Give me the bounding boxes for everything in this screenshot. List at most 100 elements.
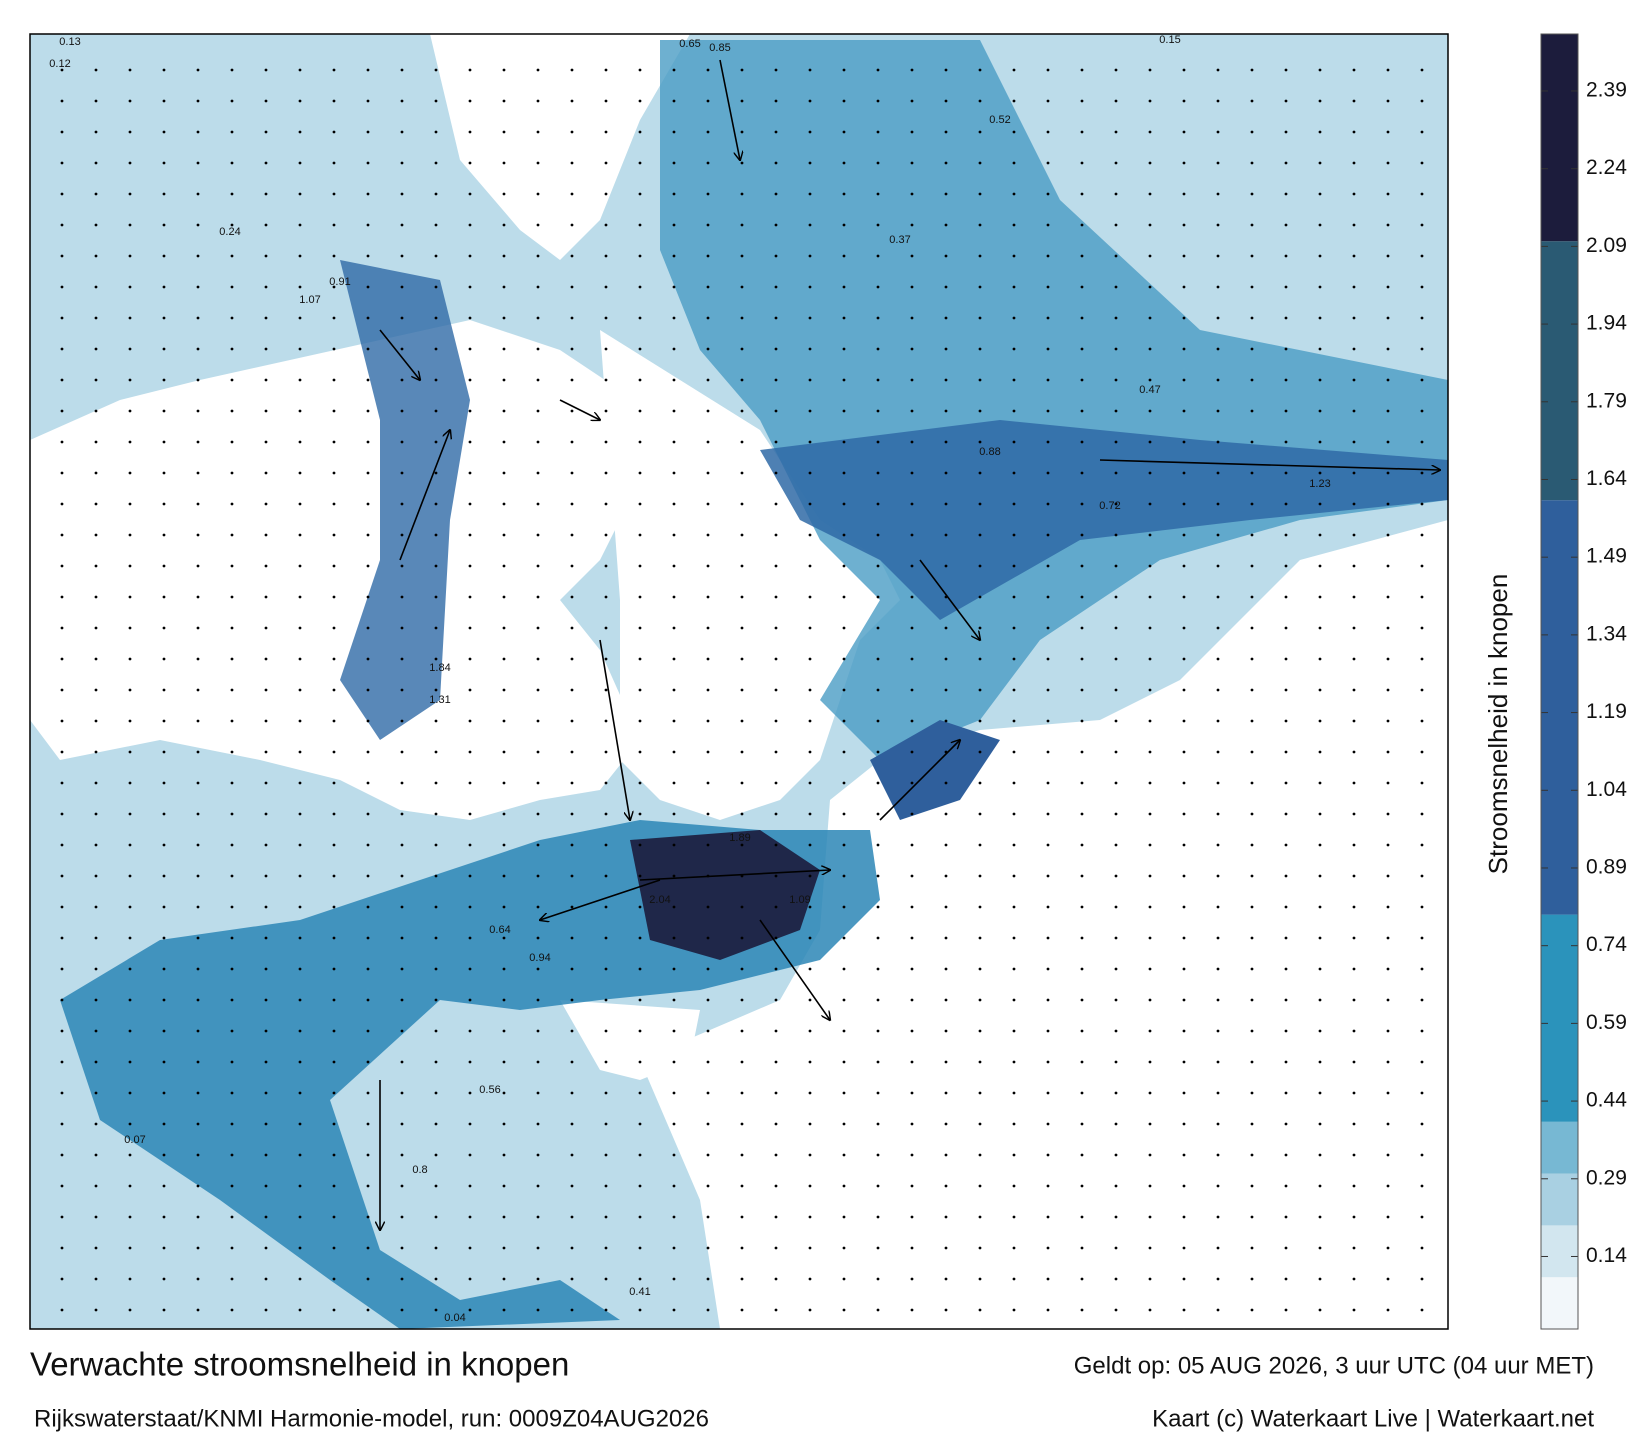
grid-dot [1046,440,1050,444]
grid-dot [230,68,234,72]
grid-dot [1046,719,1050,723]
grid-dot [536,1308,540,1312]
grid-dot [434,626,438,630]
grid-dot [978,595,982,599]
grid-dot [842,347,846,351]
grid-dot [638,471,642,475]
grid-dot [298,68,302,72]
grid-dot [1046,502,1050,506]
speed-label: 0.85 [709,42,730,54]
grid-dot [1420,781,1424,785]
grid-dot [1386,874,1390,878]
grid-dot [774,936,778,940]
grid-dot [1216,285,1220,289]
grid-dot [264,905,268,909]
grid-dot [60,502,64,506]
grid-dot [1012,409,1016,413]
grid-dot [162,843,166,847]
grid-dot [774,812,778,816]
grid-dot [638,750,642,754]
grid-dot [298,502,302,506]
grid-dot [842,657,846,661]
grid-dot [672,99,676,103]
grid-dot [332,1246,336,1250]
grid-dot [1080,967,1084,971]
grid-dot [1080,502,1084,506]
grid-dot [1386,285,1390,289]
grid-dot [434,688,438,692]
grid-dot [808,1153,812,1157]
grid-dot [332,99,336,103]
grid-dot [1216,502,1220,506]
grid-dot [944,874,948,878]
grid-dot [162,409,166,413]
grid-dot [740,99,744,103]
grid-dot [162,688,166,692]
grid-dot [944,1277,948,1281]
grid-dot [332,68,336,72]
grid-dot [230,750,234,754]
grid-dot [162,719,166,723]
grid-dot [740,595,744,599]
grid-dot [332,905,336,909]
grid-dot [128,1277,132,1281]
grid-dot [468,1029,472,1033]
grid-dot [502,843,506,847]
grid-dot [536,316,540,320]
current-arrow [879,740,960,821]
grid-dot [1386,595,1390,599]
grid-dot [502,533,506,537]
grid-dot [128,1308,132,1312]
grid-dot [1012,719,1016,723]
colorbar-label: Stroomsnelheid in knopen [1483,574,1513,875]
grid-dot [604,1153,608,1157]
grid-dot [604,316,608,320]
grid-dot [60,843,64,847]
grid-dot [468,533,472,537]
grid-dot [1182,1215,1186,1219]
grid-dot [808,502,812,506]
grid-dot [672,936,676,940]
grid-dot [196,440,200,444]
grid-dot [706,502,710,506]
grid-dot [1284,843,1288,847]
grid-dot [672,719,676,723]
grid-dot [910,1029,914,1033]
grid-dot [672,1153,676,1157]
grid-dot [1148,192,1152,196]
grid-dot [536,874,540,878]
grid-dot [332,1215,336,1219]
grid-dot [366,564,370,568]
grid-dot [298,316,302,320]
grid-dot [1216,1277,1220,1281]
grid-dot [502,1308,506,1312]
grid-dot [1284,719,1288,723]
grid-dot [400,595,404,599]
grid-dot [808,440,812,444]
grid-dot [1386,750,1390,754]
grid-dot [706,1091,710,1095]
grid-dot [1318,68,1322,72]
grid-dot [978,750,982,754]
grid-dot [1386,347,1390,351]
grid-dot [910,130,914,134]
grid-dot [842,254,846,258]
grid-dot [1352,223,1356,227]
grid-dot [264,316,268,320]
grid-dot [910,688,914,692]
grid-dot [536,719,540,723]
grid-dot [162,254,166,258]
grid-dot [604,192,608,196]
grid-dot [1420,905,1424,909]
grid-dot [604,68,608,72]
grid-dot [128,1091,132,1095]
grid-dot [298,533,302,537]
grid-dot [978,1215,982,1219]
grid-dot [978,1277,982,1281]
grid-dot [264,409,268,413]
grid-dot [468,626,472,630]
grid-dot [1080,316,1084,320]
grid-dot [400,285,404,289]
grid-dot [1318,223,1322,227]
grid-dot [1080,750,1084,754]
